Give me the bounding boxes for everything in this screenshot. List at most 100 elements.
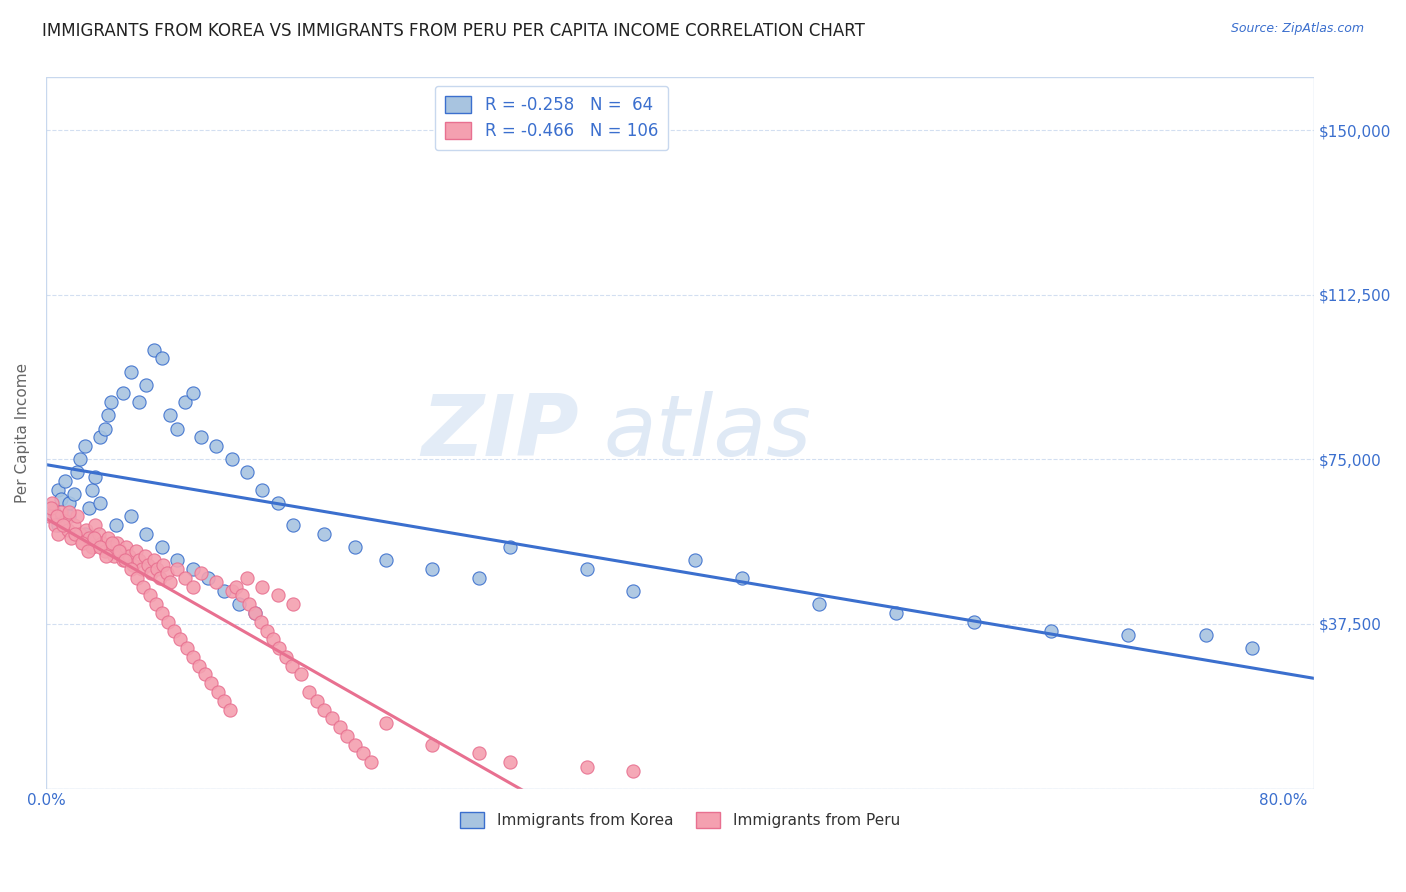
Point bbox=[281, 658, 304, 673]
Point bbox=[200, 676, 222, 690]
Point bbox=[375, 715, 398, 730]
Y-axis label: Per Capita Income: Per Capita Income bbox=[15, 363, 30, 503]
Point bbox=[157, 615, 180, 629]
Point bbox=[73, 439, 96, 453]
Point bbox=[89, 540, 111, 554]
Point bbox=[62, 518, 84, 533]
Point bbox=[66, 509, 89, 524]
Point bbox=[499, 540, 522, 554]
Point bbox=[46, 518, 69, 533]
Point bbox=[283, 518, 305, 533]
Point bbox=[360, 755, 382, 769]
Point bbox=[159, 575, 181, 590]
Point bbox=[89, 430, 111, 444]
Text: ZIP: ZIP bbox=[420, 392, 578, 475]
Point bbox=[59, 532, 82, 546]
Point bbox=[1039, 624, 1062, 638]
Point bbox=[305, 694, 328, 708]
Point bbox=[181, 562, 204, 576]
Point bbox=[174, 395, 197, 409]
Point bbox=[82, 540, 104, 554]
Point bbox=[107, 544, 129, 558]
Point bbox=[190, 430, 212, 444]
Point bbox=[56, 523, 79, 537]
Point bbox=[352, 747, 374, 761]
Point bbox=[267, 496, 290, 510]
Point bbox=[46, 527, 69, 541]
Point bbox=[104, 518, 127, 533]
Point bbox=[53, 514, 76, 528]
Point bbox=[41, 496, 63, 510]
Point bbox=[96, 549, 118, 563]
Point bbox=[375, 553, 398, 567]
Point bbox=[112, 386, 135, 401]
Point bbox=[150, 540, 173, 554]
Point bbox=[344, 738, 367, 752]
Point bbox=[132, 580, 155, 594]
Point bbox=[127, 571, 149, 585]
Point bbox=[135, 377, 157, 392]
Point bbox=[190, 566, 212, 581]
Point bbox=[236, 466, 259, 480]
Point bbox=[90, 535, 112, 549]
Point bbox=[53, 475, 76, 489]
Point bbox=[120, 562, 142, 576]
Point bbox=[256, 624, 278, 638]
Point bbox=[89, 496, 111, 510]
Point bbox=[212, 584, 235, 599]
Point bbox=[169, 632, 191, 647]
Point bbox=[155, 566, 177, 581]
Point bbox=[143, 343, 166, 357]
Point bbox=[205, 439, 228, 453]
Point bbox=[93, 544, 115, 558]
Point bbox=[152, 558, 174, 572]
Point bbox=[69, 527, 91, 541]
Text: atlas: atlas bbox=[603, 392, 811, 475]
Point bbox=[166, 562, 188, 576]
Point bbox=[321, 711, 343, 725]
Point bbox=[149, 571, 172, 585]
Point bbox=[231, 588, 253, 602]
Point bbox=[138, 588, 160, 602]
Point bbox=[135, 527, 157, 541]
Point bbox=[422, 738, 444, 752]
Point bbox=[124, 544, 146, 558]
Point bbox=[274, 649, 297, 664]
Point bbox=[134, 549, 156, 563]
Point bbox=[51, 505, 73, 519]
Point bbox=[145, 597, 167, 611]
Point bbox=[468, 747, 491, 761]
Point bbox=[243, 606, 266, 620]
Point bbox=[576, 759, 599, 773]
Point bbox=[69, 452, 91, 467]
Point bbox=[731, 571, 754, 585]
Point bbox=[159, 409, 181, 423]
Point bbox=[93, 421, 115, 435]
Point bbox=[39, 500, 62, 515]
Point bbox=[150, 606, 173, 620]
Point bbox=[45, 509, 67, 524]
Point bbox=[262, 632, 284, 647]
Point bbox=[166, 553, 188, 567]
Point bbox=[42, 505, 65, 519]
Point bbox=[38, 509, 60, 524]
Point bbox=[75, 523, 97, 537]
Point bbox=[174, 571, 197, 585]
Point bbox=[46, 483, 69, 497]
Point bbox=[207, 685, 229, 699]
Point bbox=[139, 566, 162, 581]
Point bbox=[225, 580, 247, 594]
Point bbox=[51, 491, 73, 506]
Point bbox=[66, 466, 89, 480]
Point bbox=[329, 720, 352, 734]
Point bbox=[65, 527, 87, 541]
Point bbox=[84, 518, 107, 533]
Point bbox=[58, 505, 80, 519]
Point bbox=[120, 509, 142, 524]
Point bbox=[576, 562, 599, 576]
Point bbox=[250, 615, 273, 629]
Point bbox=[221, 584, 243, 599]
Point bbox=[219, 702, 242, 716]
Point bbox=[188, 658, 211, 673]
Point bbox=[131, 562, 153, 576]
